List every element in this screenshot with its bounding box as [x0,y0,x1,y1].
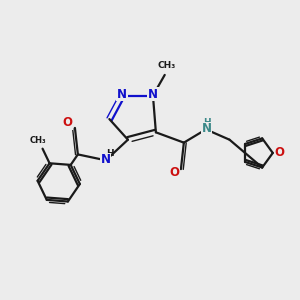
Text: O: O [274,146,284,159]
Text: CH₃: CH₃ [30,136,46,145]
Text: CH₃: CH₃ [157,61,175,70]
Text: N: N [117,88,127,100]
Text: H: H [106,149,114,158]
Text: N: N [202,122,212,135]
Text: N: N [148,88,158,100]
Text: O: O [63,116,73,129]
Text: N: N [101,153,111,166]
Text: H: H [203,118,210,127]
Text: O: O [169,166,179,179]
